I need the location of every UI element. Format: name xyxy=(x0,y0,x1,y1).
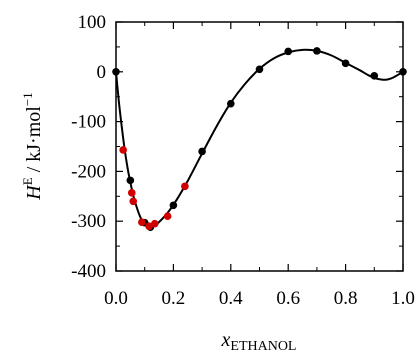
series-1-point-7 xyxy=(181,182,189,191)
y-tick-label: -400 xyxy=(71,261,106,282)
y-tick-label: 100 xyxy=(78,12,107,33)
y-tick-label: -300 xyxy=(71,211,106,232)
y-axis-title-sup: E xyxy=(20,177,35,185)
y-axis-title-exp: −1 xyxy=(20,92,35,106)
y-ticks xyxy=(116,21,403,272)
plot-frame xyxy=(115,21,404,272)
y-tick-label: -200 xyxy=(71,161,106,182)
series-1-point-6 xyxy=(163,212,172,221)
series-1-point-4 xyxy=(145,222,153,230)
series-1-point-2 xyxy=(129,197,138,206)
fit-curve xyxy=(115,48,404,229)
x-tick-label: 0.2 xyxy=(162,288,186,309)
series-0-point-9 xyxy=(313,47,321,55)
series-1-point-5 xyxy=(150,219,159,228)
data-points xyxy=(112,47,407,231)
y-tick-label: -100 xyxy=(71,112,106,133)
x-axis-title-main: x xyxy=(221,329,231,351)
series-0-point-6 xyxy=(227,99,235,108)
series-0-point-11 xyxy=(370,71,379,80)
x-tick-labels: 0.0 0.2 0.4 0.6 0.8 1.0 xyxy=(104,288,415,309)
series-0-point-4 xyxy=(169,201,178,210)
x-ticks xyxy=(115,22,404,271)
x-tick-label: 0.6 xyxy=(276,288,300,309)
y-axis-title-main: H xyxy=(23,184,45,201)
series-0-point-5 xyxy=(198,147,206,156)
x-axis-title: xETHANOL xyxy=(221,329,297,354)
series-1-point-1 xyxy=(127,189,136,197)
series-1-point-3 xyxy=(138,218,146,226)
series-0-point-8 xyxy=(284,47,293,56)
x-axis-title-sub: ETHANOL xyxy=(230,339,296,354)
series-1-point-0 xyxy=(119,146,127,154)
x-tick-label: 0.0 xyxy=(104,288,128,309)
x-tick-label: 0.8 xyxy=(334,288,358,309)
series-0-point-10 xyxy=(341,59,350,68)
series-0-point-12 xyxy=(399,68,407,76)
x-tick-label: 1.0 xyxy=(391,288,415,309)
x-tick-label: 0.4 xyxy=(219,288,243,309)
series-0-point-0 xyxy=(112,68,120,76)
y-tick-labels: 100 0 -100 -200 -300 -400 xyxy=(71,12,106,282)
y-axis-title: HE / kJ·mol−1 xyxy=(20,92,45,200)
y-axis-title-rest: / kJ·mol xyxy=(23,106,45,178)
y-tick-label: 0 xyxy=(97,62,107,83)
series-0-point-1 xyxy=(126,176,135,185)
series-0-point-7 xyxy=(255,65,264,74)
